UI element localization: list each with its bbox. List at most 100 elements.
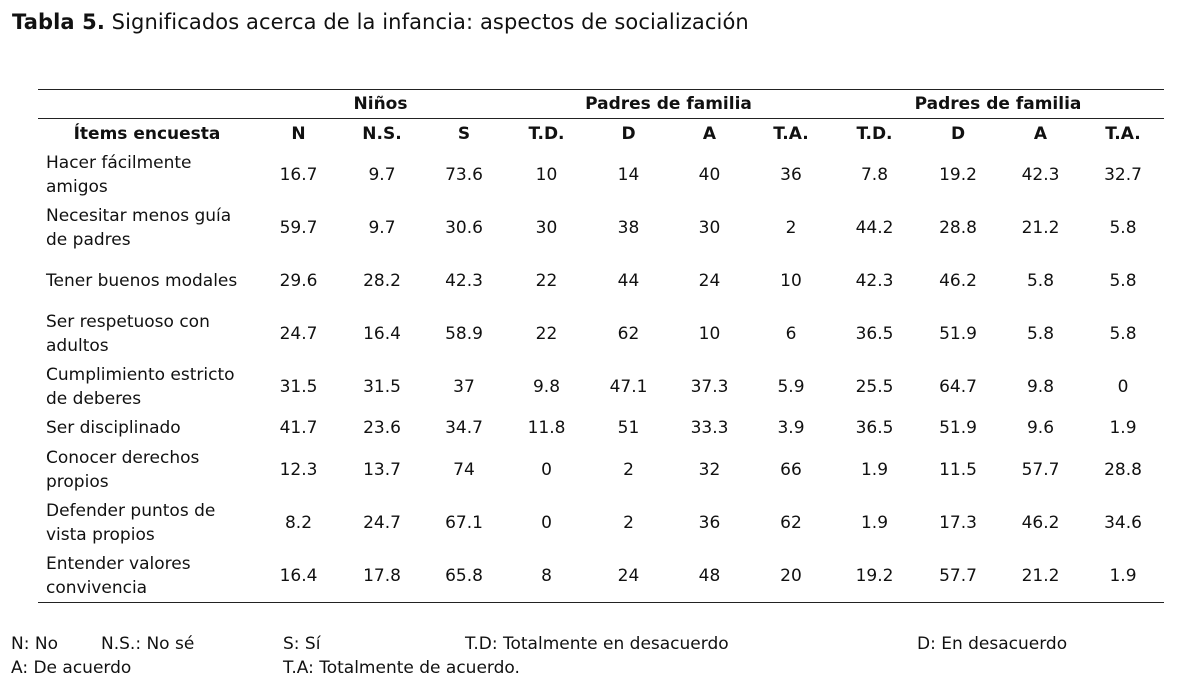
- group-header-padres-2: Padres de familia: [832, 89, 1164, 119]
- table-cell: 42.3: [1021, 164, 1060, 185]
- item-label: Ser disciplinado: [46, 418, 181, 438]
- table-row: Defender puntos de vista propios 8.2 24.7 6…: [38, 496, 1164, 549]
- table-cell: 9.8: [1026, 376, 1055, 397]
- table-cell: 1.9: [1082, 549, 1164, 603]
- table-cell: 14: [617, 164, 640, 185]
- legend-a: A: De acuerdo: [11, 658, 132, 678]
- table-cell: 31.5: [363, 376, 401, 397]
- table-cell: 28.2: [363, 270, 401, 291]
- table-caption-label: Tabla 5.: [12, 10, 105, 34]
- table-cell: 66: [780, 459, 802, 480]
- table-cell: 24: [698, 270, 721, 291]
- table-cell: 2: [623, 459, 634, 480]
- table-cell: 30: [698, 217, 721, 238]
- table-cell: 0: [1117, 376, 1129, 397]
- table-cell: 17.8: [341, 549, 423, 603]
- table-cell: 7.8: [860, 164, 889, 185]
- table-cell: 67.1: [445, 512, 483, 533]
- table-cell: 19.2: [832, 549, 917, 603]
- table-cell: 2: [785, 217, 797, 238]
- table-cell: 36: [780, 164, 802, 185]
- item-label: Cumplimiento estricto de deberes: [46, 364, 235, 409]
- table-cell: 31.5: [279, 376, 318, 397]
- table-cell: 32: [698, 459, 721, 480]
- table-row: Tener buenos modales 29.6 28.2 42.3 22 44 24 10…: [38, 254, 1164, 307]
- table-cell: 42.3: [855, 270, 894, 291]
- table-cell: 8: [505, 549, 588, 603]
- table-cell: 34.6: [1104, 512, 1142, 533]
- table-cell: 10: [698, 323, 721, 344]
- table-row: Conocer derechos propios 12.3 13.7 74 0 2 32 66…: [38, 443, 1164, 496]
- table-cell: 38: [617, 217, 640, 238]
- group-header-ninos: Niños: [256, 89, 505, 119]
- column-header: S: [423, 118, 505, 148]
- table-cell: 19.2: [939, 164, 977, 185]
- legend-s: S: Sí: [283, 634, 321, 654]
- table-cell: 17.3: [939, 512, 977, 533]
- table-cell: 1.9: [860, 459, 889, 480]
- column-header: N: [256, 118, 341, 148]
- table-cell: 20: [750, 549, 832, 603]
- column-header: A: [669, 118, 750, 148]
- table-cell: 62: [780, 512, 802, 533]
- column-header: N.S.: [341, 118, 423, 148]
- table-cell: 46.2: [939, 270, 977, 291]
- item-label: Tener buenos modales: [46, 270, 238, 291]
- table-cell: 64.7: [939, 376, 977, 397]
- table-cell: 10: [780, 270, 802, 291]
- legend-ns: N.S.: No sé: [101, 634, 195, 654]
- table-row: Ser respetuoso con adultos 24.7 16.4 58.9 22…: [38, 307, 1164, 360]
- table-row: Cumplimiento estricto de deberes 31.5 31.5…: [38, 360, 1164, 413]
- table-cell: 13.7: [363, 459, 401, 480]
- item-label: Conocer derechos propios: [46, 447, 200, 492]
- table-cell: 2: [623, 512, 634, 533]
- column-header-items: Ítems encuesta: [38, 118, 256, 148]
- table-cell: 58.9: [445, 323, 483, 344]
- table-cell: 59.7: [279, 217, 318, 238]
- table-cell: 9.7: [368, 217, 396, 238]
- table-cell: 48: [669, 549, 750, 603]
- table-cell: 24: [588, 549, 669, 603]
- table-cell: 37.3: [690, 376, 729, 397]
- table-cell: 11.5: [939, 459, 977, 480]
- table-cell: 74: [453, 459, 475, 480]
- table-cell: 57.7: [1021, 459, 1060, 480]
- table-cell: 16.4: [363, 323, 401, 344]
- table-cell: 5.8: [1026, 270, 1055, 291]
- table-cell: 6: [785, 323, 797, 344]
- table-cell: 1.9: [1109, 418, 1137, 438]
- legend-td: T.D: Totalmente en desacuerdo: [465, 634, 729, 654]
- legend-ta: T.A: Totalmente de acuerdo.: [283, 658, 520, 678]
- table-cell: 5.9: [777, 376, 805, 397]
- table-cell: 0: [541, 459, 552, 480]
- table-cell: 21.2: [1021, 217, 1060, 238]
- table-cell: 30: [535, 217, 558, 238]
- table-cell: 32.7: [1104, 164, 1142, 185]
- column-header: T.A.: [750, 118, 832, 148]
- column-header: D: [588, 118, 669, 148]
- table-cell: 24.7: [363, 512, 401, 533]
- group-header-row: Niños Padres de familia Padres de famili…: [38, 89, 1164, 119]
- item-label: Hacer fácilmente amigos: [46, 152, 192, 197]
- legend-n: N: No: [11, 634, 58, 654]
- column-header-row: Ítems encuesta N N.S. S T.D. D A T.A. T.D. D A T.A.: [38, 118, 1164, 148]
- table-cell: 51.9: [939, 323, 977, 344]
- data-table: Niños Padres de familia Padres de famili…: [38, 89, 1164, 603]
- table-cell: 44.2: [855, 217, 894, 238]
- table-cell: 62: [617, 323, 640, 344]
- table-cell: 12.3: [279, 459, 318, 480]
- table-cell: 29.6: [279, 270, 318, 291]
- table-cell: 8.2: [284, 512, 313, 533]
- table-cell: 22: [535, 270, 558, 291]
- column-header: T.A.: [1082, 118, 1164, 148]
- table-cell: 34.7: [445, 418, 483, 438]
- table-cell: 5.8: [1026, 323, 1055, 344]
- table-cell: 5.8: [1109, 270, 1137, 291]
- table-row: Necesitar menos guía de padres 59.7 9.7 30.…: [38, 201, 1164, 254]
- table-cell: 33.3: [690, 418, 729, 438]
- table-cell: 28.8: [1104, 459, 1142, 480]
- table-cell: 51: [617, 418, 640, 438]
- table-cell: 3.9: [777, 418, 805, 438]
- item-label: Entender valores convivencia: [38, 549, 256, 603]
- table-cell: 16.7: [279, 164, 318, 185]
